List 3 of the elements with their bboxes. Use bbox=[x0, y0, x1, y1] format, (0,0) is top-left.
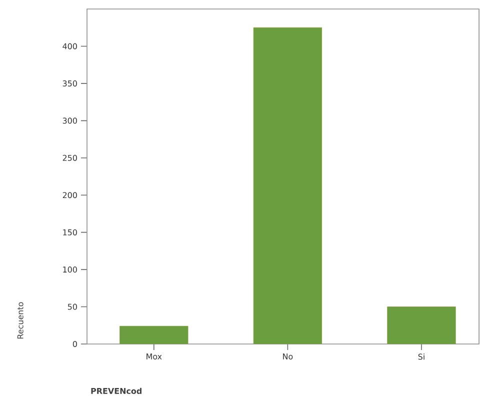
bar bbox=[120, 326, 188, 344]
bar bbox=[253, 27, 322, 344]
bar bbox=[387, 306, 456, 344]
